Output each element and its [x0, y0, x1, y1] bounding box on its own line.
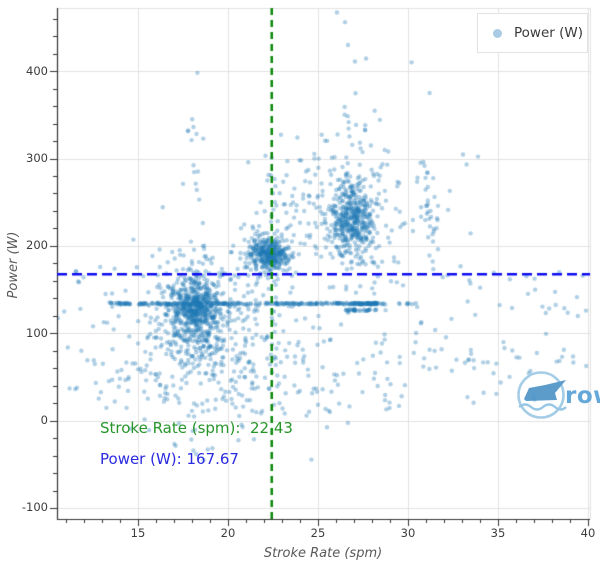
x-tick-label: 20	[220, 526, 236, 540]
x-tick-label: 25	[310, 526, 326, 540]
x-tick-label: 15	[130, 526, 146, 540]
y-axis-title: Power (W)	[6, 231, 21, 299]
y-tick-label: 400	[26, 64, 48, 78]
y-tick-label: 300	[26, 151, 48, 165]
annotation-power: Power (W): 167.67	[100, 450, 239, 468]
annotation-stroke-rate: Stroke Rate (spm): 22.43	[100, 419, 293, 437]
x-tick-label: 40	[580, 526, 596, 540]
legend-label: Power (W)	[514, 25, 583, 41]
y-tick-label: 200	[26, 238, 48, 252]
legend: Power (W)	[477, 13, 588, 53]
y-tick-label: 100	[26, 326, 48, 340]
x-tick-label: 35	[490, 526, 506, 540]
x-tick-label: 30	[400, 526, 416, 540]
y-tick-label: 0	[40, 413, 48, 427]
rowing-boat-icon	[517, 371, 567, 419]
x-axis-title: Stroke Rate (spm)	[263, 546, 383, 561]
legend-marker-icon	[493, 28, 502, 38]
watermark-text: rows	[565, 383, 600, 409]
watermark-logo: rows	[512, 366, 600, 426]
y-tick-label: -100	[21, 500, 48, 514]
